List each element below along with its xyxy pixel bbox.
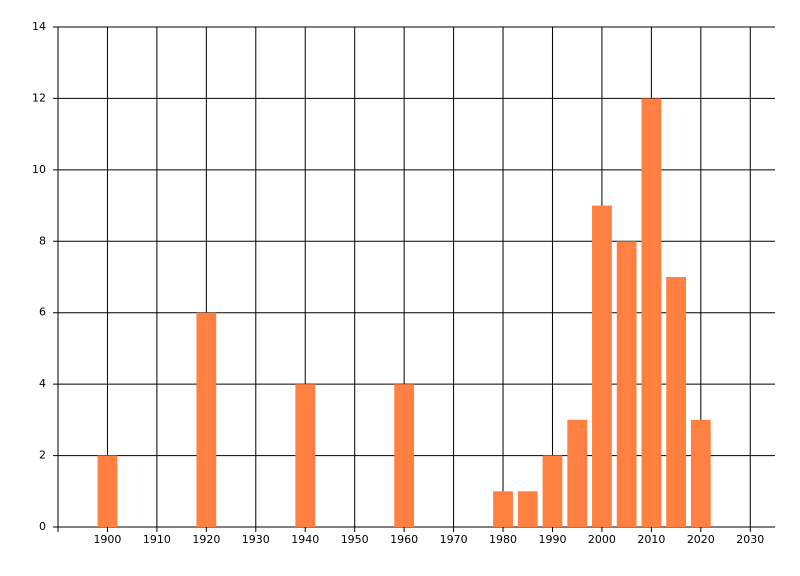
x-tick-label: 1990 <box>538 533 566 546</box>
x-tick-label: 1910 <box>143 533 171 546</box>
y-tick-label: 10 <box>32 163 46 176</box>
x-tick-label: 1960 <box>390 533 418 546</box>
bar <box>641 98 662 527</box>
bar <box>666 277 686 527</box>
y-tick-label: 6 <box>39 306 46 319</box>
x-tick-label: 1980 <box>489 533 517 546</box>
x-tick-label: 1900 <box>93 533 121 546</box>
bar <box>493 491 513 527</box>
x-tick-label: 1920 <box>192 533 220 546</box>
y-tick-label: 14 <box>32 20 46 33</box>
x-tick-label: 1930 <box>242 533 270 546</box>
y-tick-label: 2 <box>39 449 46 462</box>
y-tick-label: 4 <box>39 377 46 390</box>
bar <box>616 241 637 528</box>
bar <box>690 419 711 527</box>
bar <box>196 312 217 527</box>
x-tick-label: 2030 <box>736 533 764 546</box>
x-tick-label: 2010 <box>637 533 665 546</box>
bar <box>517 491 538 527</box>
y-tick-label: 0 <box>39 520 46 533</box>
x-tick-label: 2000 <box>588 533 616 546</box>
y-tick-label: 12 <box>32 91 46 104</box>
y-tick-label: 8 <box>39 234 46 247</box>
x-tick-label: 1950 <box>341 533 369 546</box>
bar <box>295 384 316 527</box>
x-tick-label: 1940 <box>291 533 319 546</box>
bar <box>97 455 118 527</box>
bar <box>592 205 612 528</box>
x-tick-label: 1970 <box>440 533 468 546</box>
x-tick-label: 2020 <box>687 533 715 546</box>
bar <box>394 384 415 527</box>
bar <box>567 419 588 527</box>
bar <box>542 455 563 527</box>
